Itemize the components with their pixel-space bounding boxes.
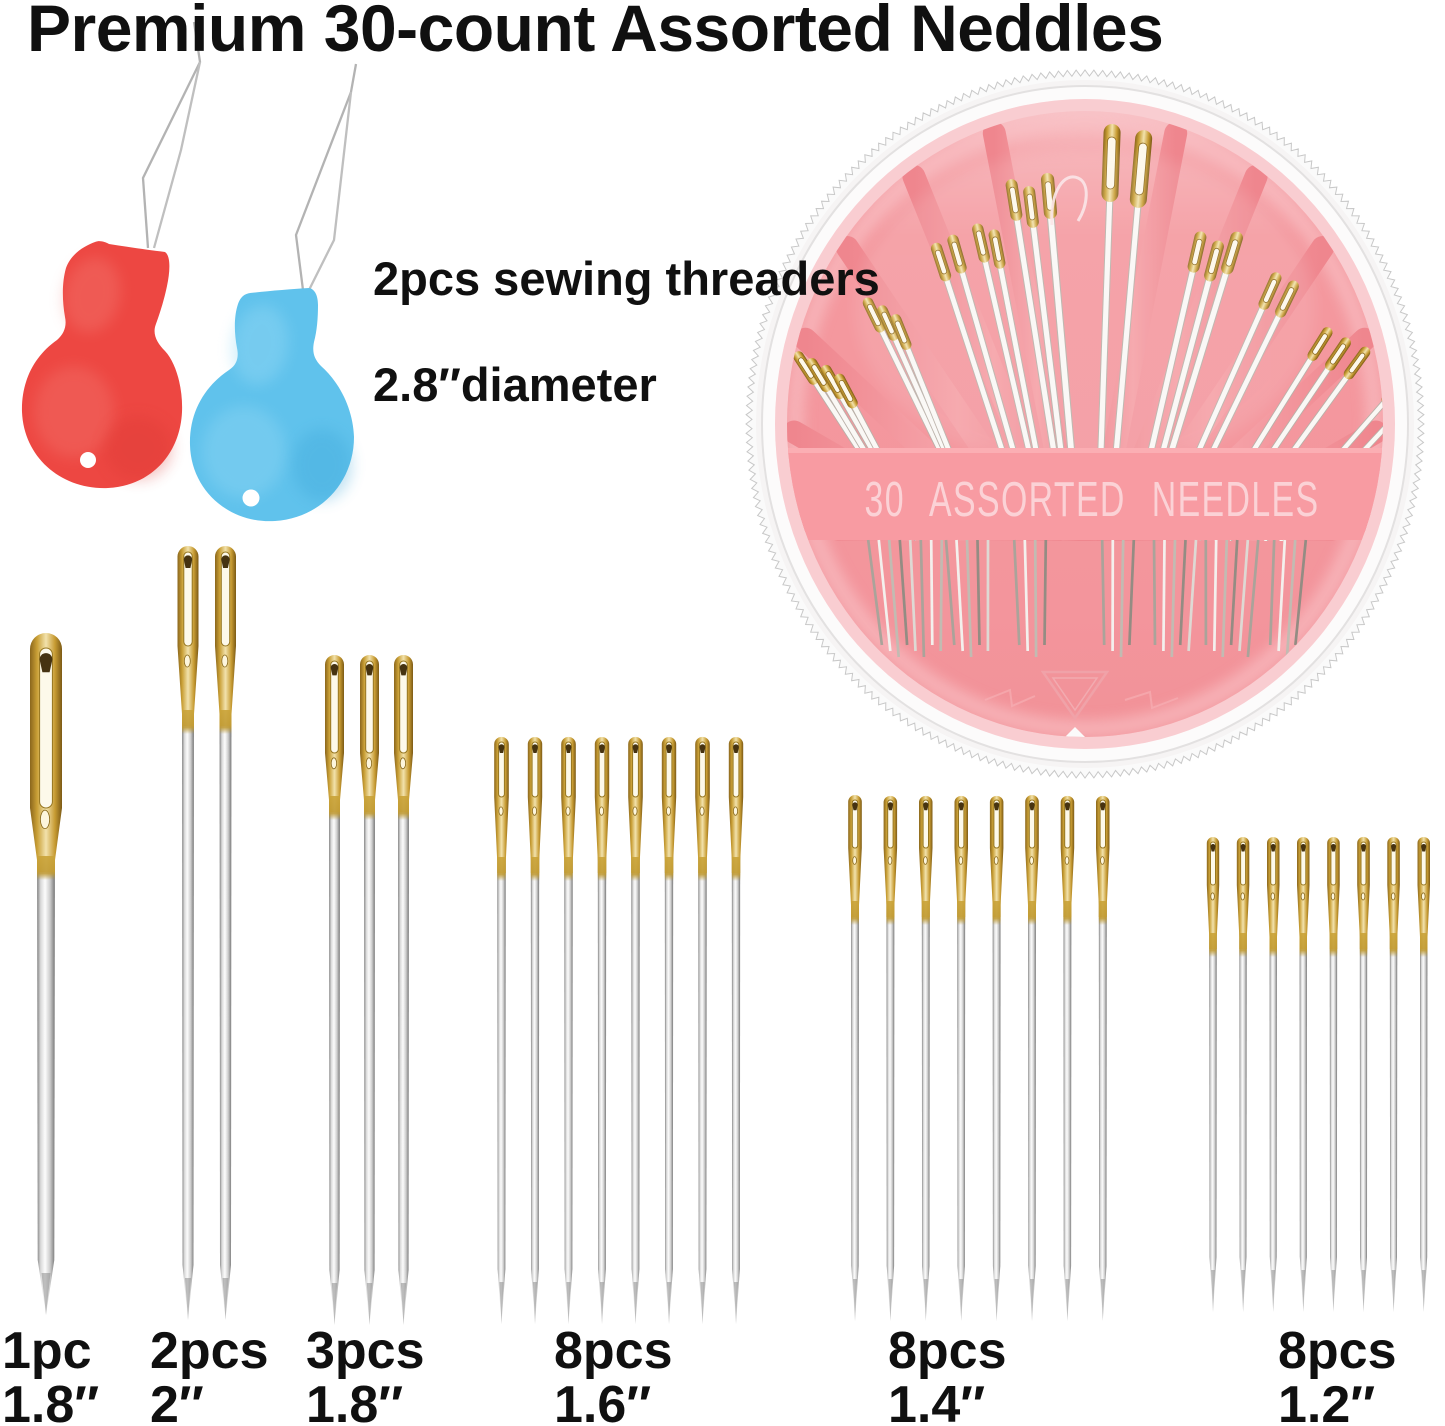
svg-text:8pcs: 8pcs	[1278, 1322, 1397, 1380]
svg-text:1.8″: 1.8″	[306, 1376, 403, 1426]
svg-text:8pcs: 8pcs	[554, 1322, 673, 1380]
svg-text:2pcs: 2pcs	[150, 1322, 269, 1380]
svg-text:2.8″diameter: 2.8″diameter	[373, 358, 657, 411]
svg-text:1pc: 1pc	[2, 1322, 92, 1380]
svg-text:30 ASSORTED NEEDLES: 30 ASSORTED NEEDLES	[865, 473, 1320, 527]
svg-text:Premium 30-count Assorted Nedd: Premium 30-count Assorted Neddles	[27, 0, 1163, 65]
svg-text:1.6″: 1.6″	[554, 1376, 651, 1426]
svg-text:1.2″: 1.2″	[1278, 1376, 1375, 1426]
svg-text:2″: 2″	[150, 1376, 204, 1426]
svg-text:1.8″: 1.8″	[2, 1376, 99, 1426]
svg-text:8pcs: 8pcs	[888, 1322, 1007, 1380]
svg-text:1.4″: 1.4″	[888, 1376, 985, 1426]
svg-text:2pcs sewing threaders: 2pcs sewing threaders	[373, 252, 880, 305]
svg-text:3pcs: 3pcs	[306, 1322, 425, 1380]
